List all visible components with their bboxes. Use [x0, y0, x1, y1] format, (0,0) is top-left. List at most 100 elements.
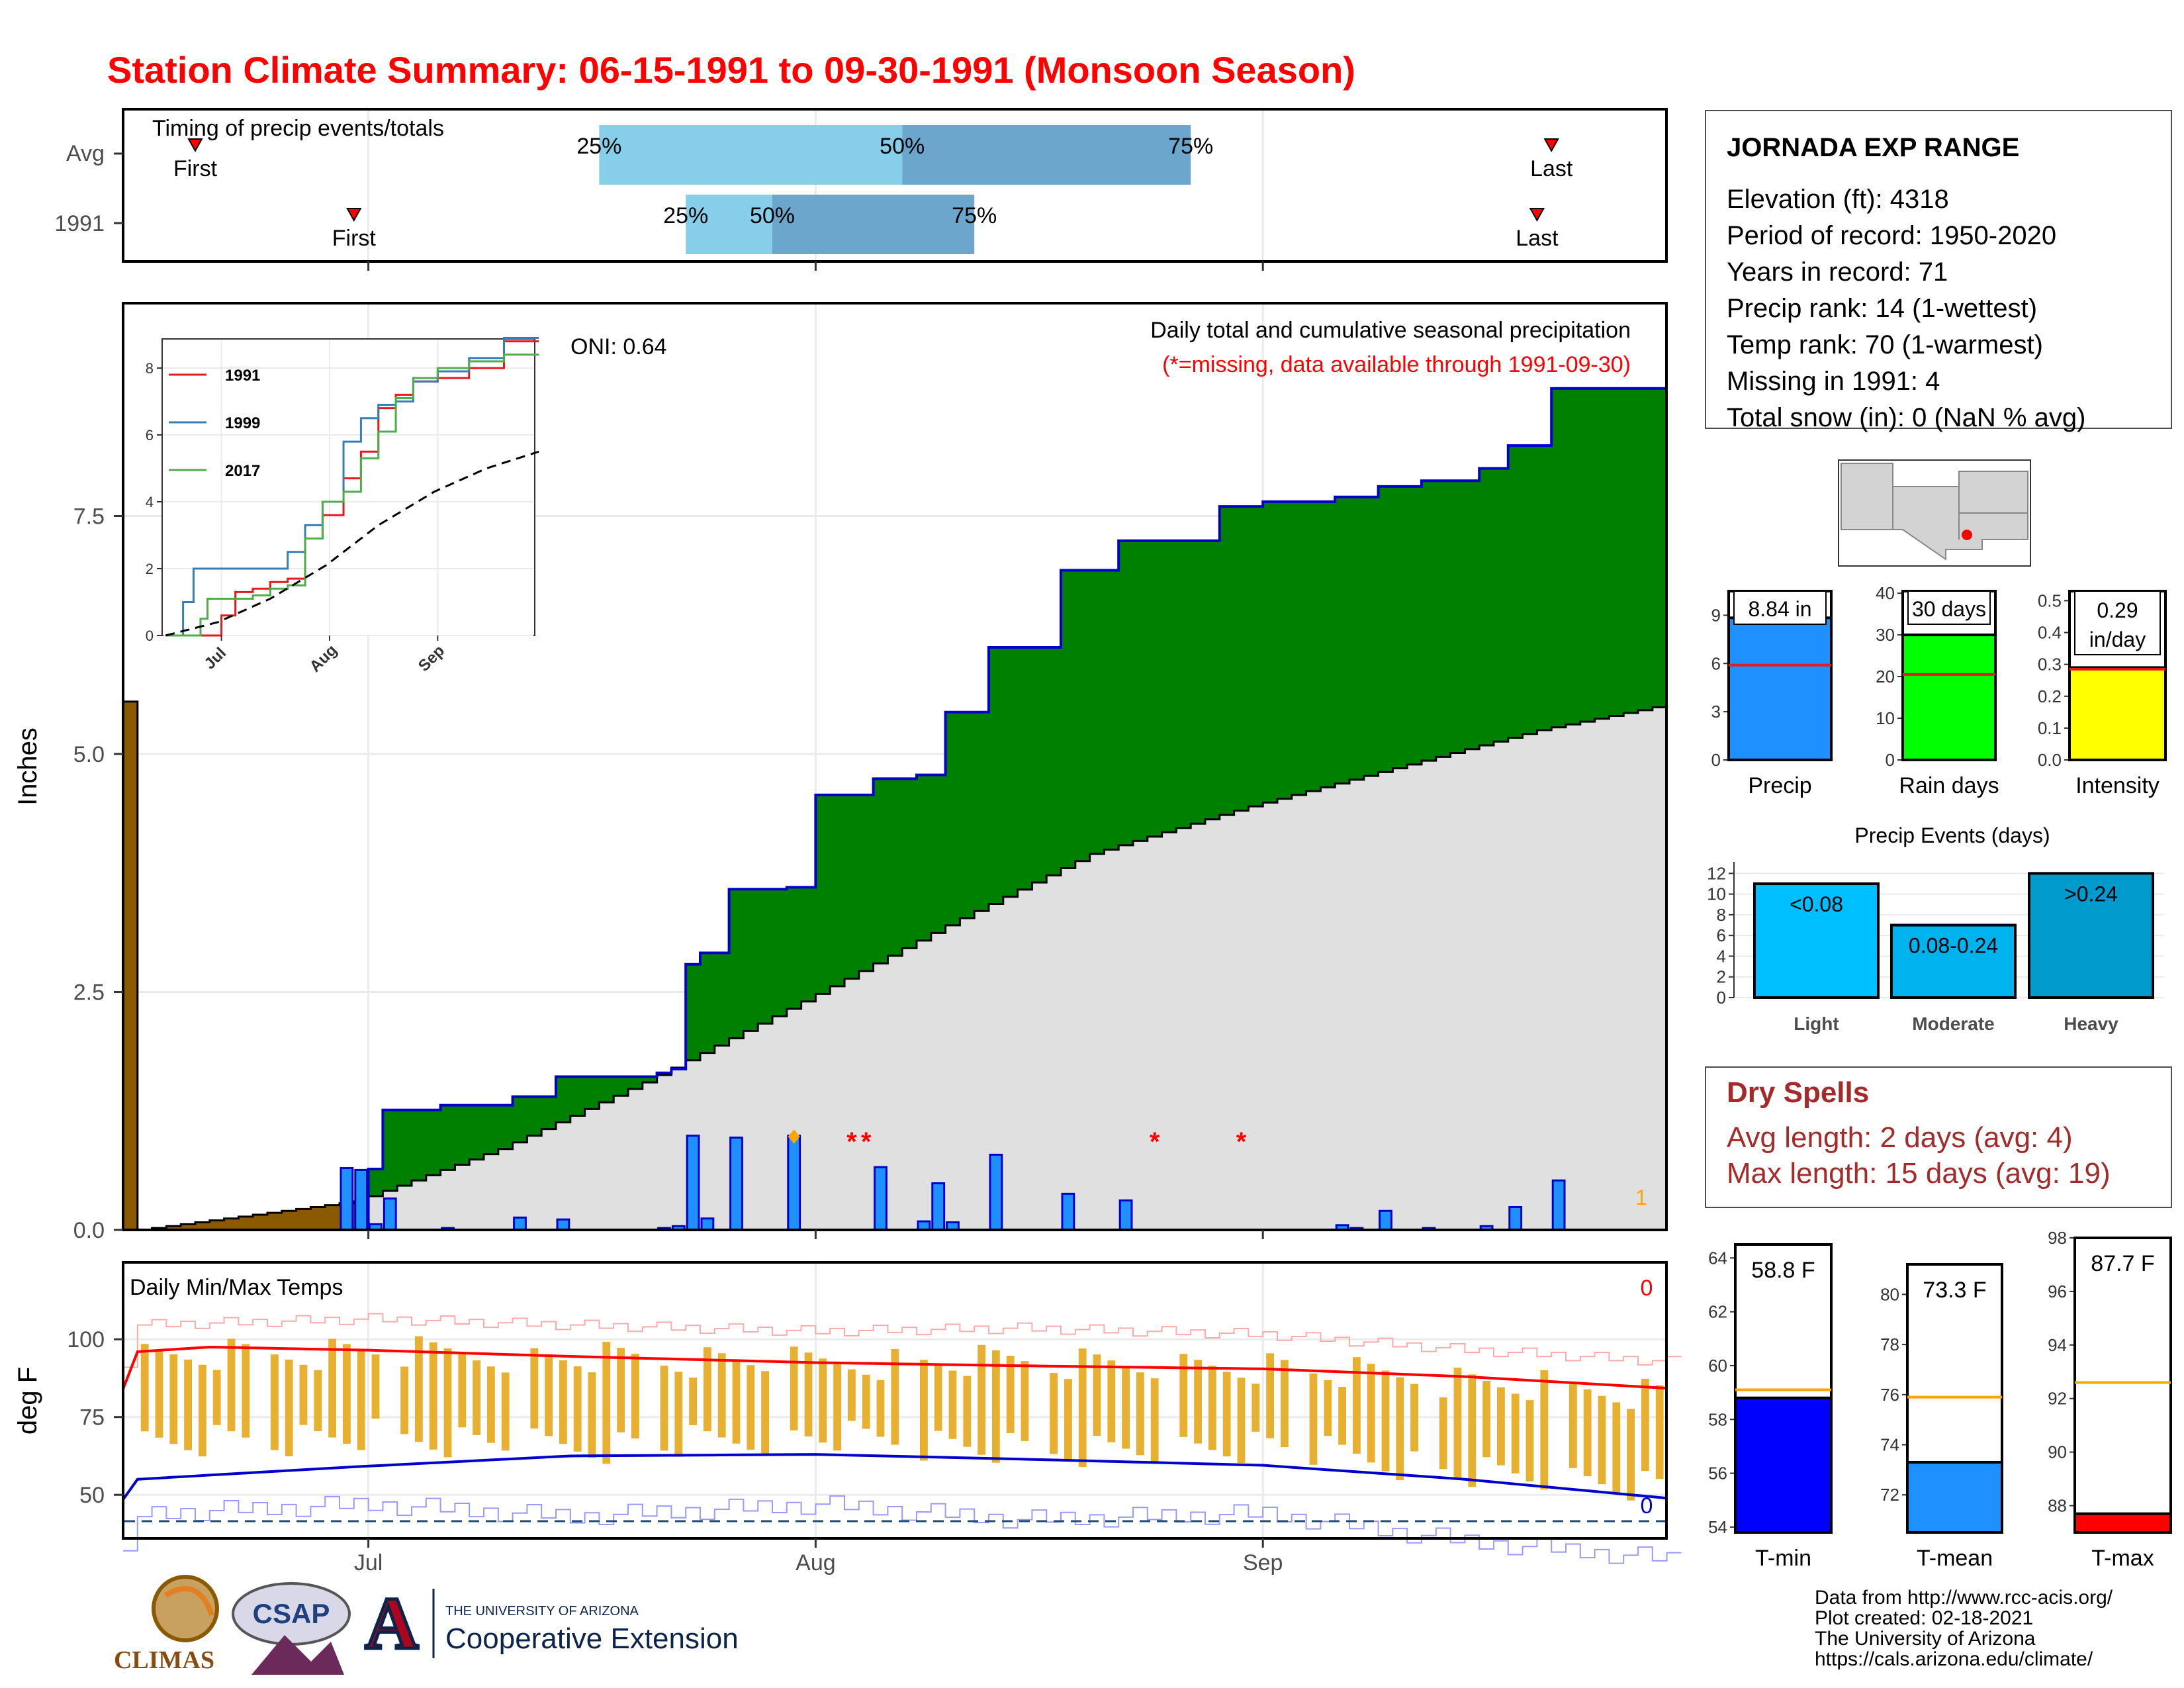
summary-y-tick-label: 30: [1876, 625, 1895, 645]
daily-temp-range-bar: [761, 1371, 769, 1456]
departure-area: [931, 774, 946, 933]
inset-y-tick-label: 6: [146, 427, 154, 444]
daily-temp-range-bar: [155, 1349, 163, 1438]
precip-y-tick-label: 0.0: [73, 1218, 105, 1243]
ua-logo-mark: [361, 1585, 424, 1658]
departure-area: [873, 778, 888, 964]
daily-temp-range-bar: [169, 1354, 178, 1444]
inset-series-line: [165, 353, 539, 637]
logo-university-of-arizona: A THE UNIVERSITY OF ARIZONA Cooperative …: [361, 1581, 739, 1667]
temp-y-tick-label: 96: [2048, 1282, 2067, 1301]
daily-temp-range-bar: [1410, 1383, 1418, 1452]
temp-y-label: deg F: [13, 1367, 42, 1434]
missing-marker: *: [846, 1127, 857, 1156]
footer-credits: Data from http://www.rcc-acis.org/ Plot …: [1815, 1587, 2113, 1670]
daily-temp-range-bar: [1583, 1389, 1592, 1476]
daily-temp-range-bar: [1324, 1380, 1332, 1436]
precip-y-tick-label: 5.0: [73, 742, 105, 767]
daily-temp-range-bar: [1612, 1402, 1621, 1493]
temp-y-tick-label: 80: [1880, 1284, 1899, 1304]
station-line: Years in record: 71: [1727, 258, 1948, 287]
timing-q75-label: 75%: [1168, 134, 1213, 159]
daily-temp-range-bar: [819, 1358, 827, 1443]
daily-temp-range-bar: [487, 1366, 495, 1443]
daily-temp-range-bar: [1309, 1373, 1318, 1465]
events-y-tick-label: 4: [1717, 946, 1726, 966]
events-y-tick-label: 8: [1717, 905, 1726, 925]
daily-temp-range-bar: [1006, 1355, 1015, 1433]
departure-area: [887, 778, 903, 956]
daily-temp-range-bar: [1093, 1354, 1101, 1436]
daily-temp-range-bar: [1468, 1374, 1477, 1487]
departure-area: [1248, 506, 1263, 807]
departure-area: [426, 1109, 441, 1176]
precip-caption: Daily total and cumulative seasonal prec…: [1150, 318, 1631, 343]
departure-area: [844, 794, 860, 979]
temp-name-label: T-min: [1755, 1546, 1811, 1571]
events-bar: [1753, 882, 1880, 999]
daily-precip-bar: [1379, 1209, 1392, 1231]
precip-panel-frame: [122, 302, 1668, 1231]
daily-temp-range-bar: [891, 1348, 899, 1445]
daily-temp-range-bar: [530, 1348, 539, 1429]
daily-precip-bar: [1551, 1179, 1566, 1231]
departure-area: [974, 712, 989, 912]
daily-temp-range-bar: [1540, 1370, 1549, 1490]
daily-temp-range-bar: [199, 1364, 206, 1457]
timing-rows: 25% 50% 75% First Last 25% 50% 75% First Last: [114, 125, 1573, 254]
departure-area: [484, 1105, 499, 1154]
daily-temp-range-bar: [833, 1364, 841, 1451]
departure-area: [469, 1105, 484, 1160]
daily-temp-range-bar: [545, 1354, 553, 1436]
inset-y-tick-label: 0: [146, 628, 154, 644]
departure-area: [1061, 570, 1076, 868]
daily-temp-range-bar: [1208, 1366, 1216, 1450]
temp-axes: 50 75 100: [67, 1327, 123, 1508]
daily-temp-range-bar: [689, 1378, 697, 1426]
departure-area: [310, 1207, 326, 1230]
record-min-line: [123, 1495, 1682, 1564]
missing-marker: *: [1150, 1127, 1160, 1156]
summary-bar-charts: 0 3 6 9 Precip 8.84 in 0 10 20 30 40 Rain days 30 da…: [1711, 583, 2167, 798]
events-y-tick-label: 10: [1707, 884, 1726, 904]
daily-temp-range-bar: [1439, 1397, 1447, 1470]
temp-y-tick-label: 76: [1880, 1385, 1899, 1405]
daily-temp-range-bar: [473, 1360, 480, 1435]
events-y-tick-label: 12: [1707, 863, 1726, 883]
temp-y-tick-label: 90: [2048, 1442, 2067, 1462]
departure-area: [1032, 647, 1047, 883]
timing-last-marker: [1529, 208, 1545, 222]
temp-y-tick-label: 58: [1708, 1409, 1727, 1429]
events-bar-value-label: <0.08: [1790, 892, 1843, 916]
daily-temp-range-bar: [1497, 1387, 1505, 1466]
ua-logo-letter: A: [365, 1583, 419, 1665]
daily-temp-range-bar: [1627, 1409, 1635, 1501]
normal-max-line: [122, 1345, 1667, 1390]
timing-last-marker: [1543, 138, 1559, 153]
events-y-tick-label: 2: [1717, 967, 1726, 987]
summary-y-tick-label: 0.1: [2038, 718, 2062, 738]
departure-area: [1277, 501, 1293, 799]
missing-marker: *: [861, 1127, 872, 1156]
daily-temp-range-bar: [1525, 1400, 1534, 1481]
figure-title: Station Climate Summary: 06-15-1991 to 0…: [107, 49, 1355, 91]
daily-precip-bar: [383, 1197, 397, 1231]
ua-logo-line2: Cooperative Extension: [445, 1622, 739, 1655]
inset-legend-label: 1991: [225, 367, 260, 385]
timing-q25-label: 25%: [576, 134, 621, 159]
summary-value-bar: [2068, 666, 2167, 761]
summary-y-tick-label: 40: [1876, 583, 1895, 603]
inset-lines: [165, 337, 539, 637]
departure-area: [1508, 445, 1524, 738]
departure-area: [758, 889, 773, 1024]
events-category-label: Moderate: [1912, 1013, 1994, 1034]
departure-area: [1623, 388, 1639, 714]
departure-area: [570, 1076, 586, 1116]
departure-area: [1378, 486, 1393, 773]
timing-row-label-avg: Avg: [66, 141, 105, 166]
temp-y-tick-label: 74: [1880, 1435, 1899, 1455]
departure-area: [786, 887, 802, 1009]
daily-temp-range-bar: [862, 1374, 870, 1429]
